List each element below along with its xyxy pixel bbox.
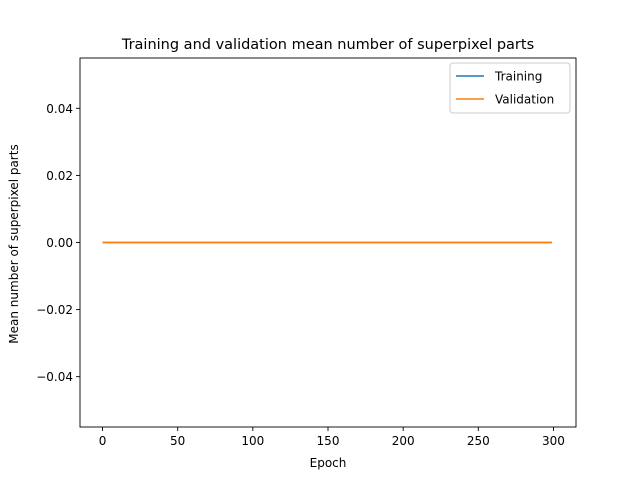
y-tick-label: −0.02: [36, 303, 73, 317]
x-tick-label: 50: [170, 434, 185, 448]
x-tick-label: 200: [392, 434, 415, 448]
legend: Training Validation: [449, 62, 571, 114]
x-tick-label: 150: [317, 434, 340, 448]
y-axis-label: Mean number of superpixel parts: [7, 144, 21, 343]
legend-label-validation: Validation: [495, 93, 554, 107]
x-tick-label: 0: [99, 434, 107, 448]
x-tick-label: 250: [467, 434, 490, 448]
y-tick-label: 0.04: [46, 102, 73, 116]
x-axis-label: Epoch: [310, 456, 347, 470]
y-tick-label: 0.00: [46, 236, 73, 250]
y-tick-label: 0.02: [46, 169, 73, 183]
x-tick-label: 100: [241, 434, 264, 448]
x-tick-label: 300: [542, 434, 565, 448]
chart-title: Training and validation mean number of s…: [121, 37, 534, 53]
legend-label-training: Training: [494, 70, 542, 84]
y-tick-label: −0.04: [36, 370, 73, 384]
plot-area: 0 50 100 150 200 250 300 −0.04 −0.02 0.00 0.02 0.04: [36, 57, 577, 448]
